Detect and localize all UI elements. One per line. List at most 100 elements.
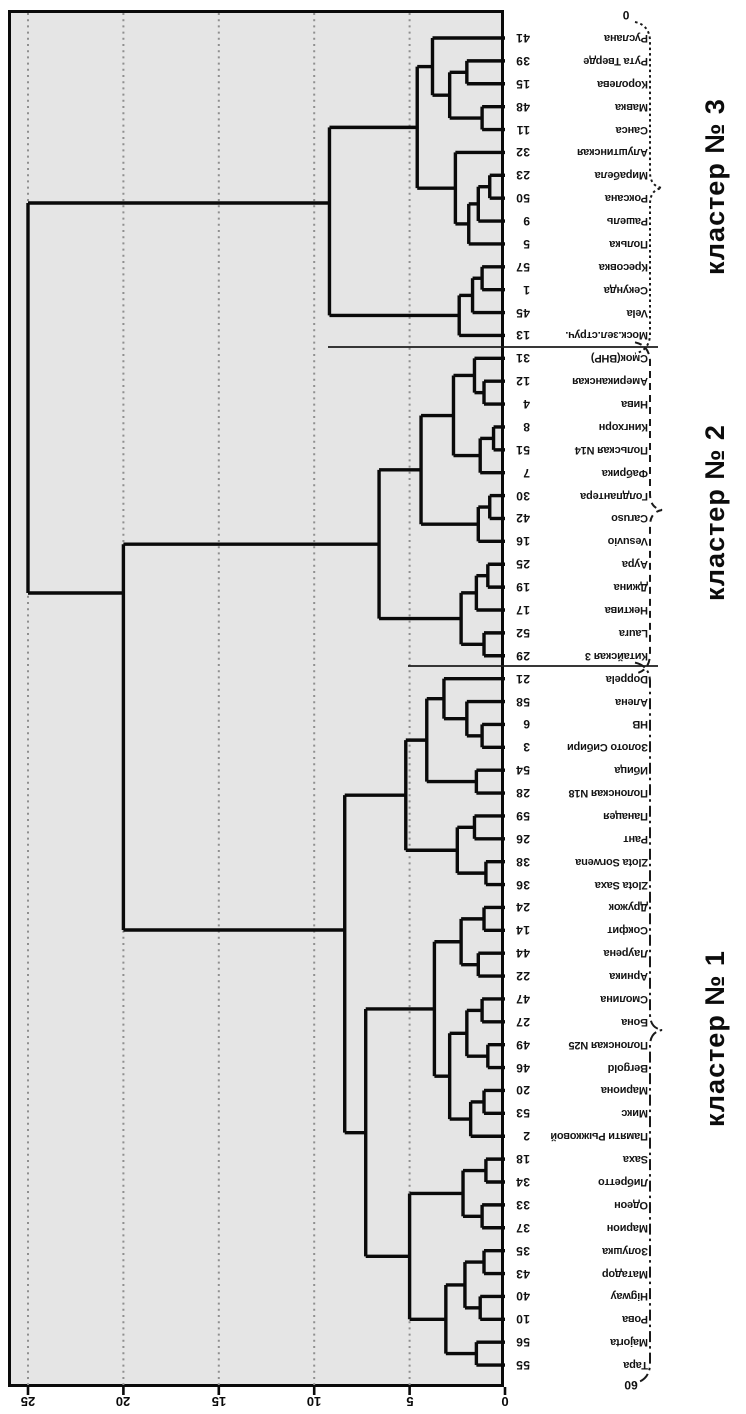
leaf-name-label: Секунда <box>603 283 648 296</box>
leaf-id-label: 7 <box>522 465 530 480</box>
leaf-id-label: 45 <box>515 305 530 320</box>
leaf-name-label: Higway <box>610 1290 648 1303</box>
leaf-id-label: 53 <box>515 1106 530 1121</box>
leaf-id-label: 30 <box>515 488 530 503</box>
leaf-name-label: Польская N14 <box>574 443 648 456</box>
leaf-id-label: 58 <box>515 694 530 709</box>
leaf-name-label: Марион <box>606 1221 648 1234</box>
leaf-name-label: Золото Сибири <box>567 741 648 754</box>
leaf-id-label: 18 <box>515 1152 530 1167</box>
leaf-name-label: Рова <box>622 1313 648 1326</box>
leaf-name-label: Дружок <box>608 901 648 914</box>
observation-axis-start-label: 0 <box>622 8 630 22</box>
leaf-name-label: Полонская N18 <box>568 787 648 800</box>
leaf-id-label: 17 <box>515 603 530 617</box>
leaf-name-label: Моск.зел.струч. <box>565 329 648 342</box>
leaf-id-label: 15 <box>515 76 530 91</box>
leaf-id-label: 34 <box>515 1175 530 1189</box>
leaf-id-label: 28 <box>515 786 530 801</box>
leaf-id-label: 29 <box>515 648 530 663</box>
leaf-name-label: Одеон <box>614 1198 648 1211</box>
leaf-id-label: 25 <box>515 557 530 572</box>
leaf-id-label: 1 <box>522 282 530 297</box>
leaf-name-label: Кресовка <box>598 260 648 273</box>
leaf-id-label: 38 <box>515 854 530 869</box>
leaf-id-label: 51 <box>515 442 530 457</box>
leaf-id-label: 10 <box>515 1312 530 1327</box>
leaf-name-label: Алена <box>615 695 648 708</box>
leaf-id-label: 55 <box>515 1358 530 1373</box>
leaf-id-label: 31 <box>515 351 530 366</box>
leaf-id-label: 57 <box>515 259 530 274</box>
axis-tick-label: 0 <box>501 1394 509 1409</box>
leaf-name-label: Королева <box>597 77 648 90</box>
leaf-id-label: 32 <box>515 145 530 160</box>
leaf-name-label: Majorta <box>610 1336 648 1349</box>
leaf-name-label: Vesuvio <box>607 535 648 548</box>
leaf-id-label: 9 <box>522 214 530 229</box>
axis-tick-label: 10 <box>306 1394 322 1409</box>
leaf-name-label: Vela <box>626 306 648 319</box>
leaf-name-label: Нектива <box>604 604 648 616</box>
axis-tick-label: 5 <box>405 1394 414 1409</box>
leaf-name-label: Американская <box>572 375 648 388</box>
leaf-name-label: Полька <box>609 237 648 250</box>
leaf-id-label: 11 <box>516 122 530 137</box>
cluster-3-label: кластер № 3 <box>699 97 730 275</box>
leaf-name-label: Смок(ВНР) <box>591 352 648 365</box>
leaf-name-label: Caruso <box>611 512 648 525</box>
leaf-id-label: 22 <box>515 969 530 984</box>
leaf-name-label: Китайская 3 <box>585 649 648 662</box>
leaf-name-label: Фабрика <box>601 466 648 479</box>
axis-tick-label: 25 <box>20 1394 36 1409</box>
leaf-id-label: 50 <box>515 191 530 206</box>
leaf-name-label: Аура <box>622 558 648 571</box>
leaf-id-label: 39 <box>515 53 530 68</box>
plot-area <box>8 10 504 1387</box>
leaf-name-label: Нива <box>621 398 648 411</box>
leaf-id-label: 16 <box>515 534 530 549</box>
leaf-name-label: Либретто <box>598 1176 648 1188</box>
leaf-name-label: Рашель <box>606 215 648 228</box>
leaf-name-label: Рута Тверде <box>583 54 648 67</box>
leaf-id-label: 36 <box>515 877 530 892</box>
leaf-id-label: 46 <box>515 1060 530 1075</box>
leaf-id-label: 35 <box>515 1243 530 1258</box>
leaf-name-label: Сокфит <box>607 924 648 937</box>
leaf-id-label: 8 <box>522 419 530 434</box>
leaf-name-label: Saxa <box>623 1153 648 1166</box>
leaf-name-label: Zlota Saxa <box>594 878 648 891</box>
leaf-id-label: 3 <box>522 740 530 755</box>
leaf-name-label: Мавка <box>615 100 648 113</box>
cluster-brace <box>634 341 663 675</box>
leaf-id-label: 33 <box>515 1197 530 1212</box>
leaf-id-label: 20 <box>515 1083 530 1098</box>
leaf-id-label: 14 <box>515 923 530 938</box>
leaf-name-label: Памяти Рыжковой <box>550 1130 649 1143</box>
cluster-1-label: кластер № 1 <box>699 949 730 1127</box>
cluster-brace <box>634 21 663 355</box>
leaf-name-label: Микс <box>621 1107 648 1120</box>
leaf-id-label: 48 <box>515 99 530 114</box>
leaf-name-label: Мирабела <box>594 169 648 182</box>
leaf-name-label: Мариона <box>601 1084 648 1097</box>
leaf-id-label: 54 <box>515 763 530 778</box>
leaf-id-label: 2 <box>522 1129 530 1144</box>
leaf-id-label: 4 <box>522 397 530 412</box>
leaf-name-label: Кингхорн <box>598 420 648 433</box>
leaf-name-label: Полонская N25 <box>568 1038 648 1051</box>
leaf-name-label: Арника <box>609 970 649 983</box>
leaf-name-label: Роксана <box>605 192 648 205</box>
leaf-id-label: 41 <box>515 31 530 45</box>
leaf-name-label: Doppela <box>606 672 648 685</box>
cluster-brace <box>634 661 663 1385</box>
axis-tick-label: 15 <box>211 1394 227 1409</box>
leaf-id-label: 42 <box>515 511 530 526</box>
axis-tick-label: 20 <box>116 1394 131 1409</box>
leaf-name-label: Голдпантера <box>580 489 648 502</box>
leaf-id-label: 13 <box>515 328 530 343</box>
leaf-id-label: 21 <box>515 671 530 686</box>
leaf-id-label: 59 <box>515 808 530 823</box>
leaf-name-label: Руслана <box>604 32 648 44</box>
